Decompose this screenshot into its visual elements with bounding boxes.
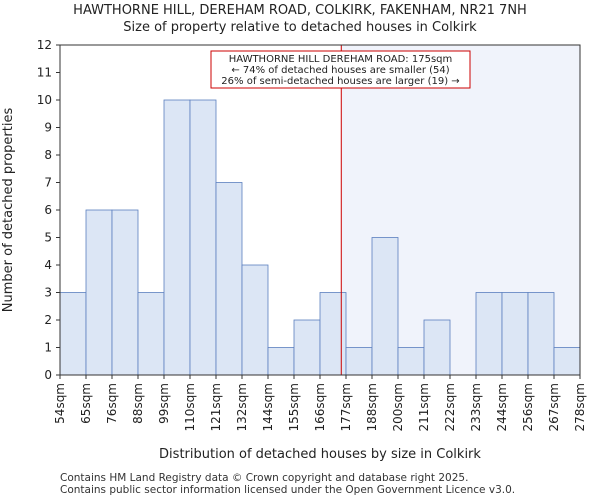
histogram-bar	[345, 347, 373, 376]
x-tick-label: 166sqm	[313, 383, 327, 431]
histogram-bar	[293, 319, 321, 376]
x-tick-label: 200sqm	[391, 383, 405, 431]
chart-subtitle: Size of property relative to detached ho…	[123, 20, 477, 35]
histogram-bar	[163, 99, 191, 376]
histogram-bar	[111, 209, 139, 376]
histogram-bar	[553, 347, 581, 376]
histogram-bar	[215, 182, 243, 376]
y-axis-label: Number of detached properties	[1, 108, 16, 313]
x-tick-label: 110sqm	[183, 383, 197, 431]
annotation-line-2: ← 74% of detached houses are smaller (54…	[231, 65, 449, 76]
x-tick-label: 65sqm	[79, 383, 93, 424]
x-tick-label: 132sqm	[235, 383, 249, 431]
x-tick-label: 76sqm	[105, 383, 119, 424]
x-tick-label: 222sqm	[443, 383, 457, 431]
footer-line-2: Contains public sector information licen…	[60, 484, 516, 496]
x-tick-label: 233sqm	[469, 383, 483, 431]
histogram-bar	[423, 319, 451, 376]
y-tick-label: 10	[37, 93, 52, 107]
x-tick-label: 278sqm	[573, 383, 587, 431]
histogram-bar	[319, 292, 347, 376]
histogram-bar	[137, 292, 165, 376]
y-tick-label: 2	[44, 313, 52, 327]
x-tick-label: 188sqm	[365, 383, 379, 431]
y-tick-label: 8	[44, 148, 52, 162]
y-tick-label: 5	[44, 231, 52, 245]
y-tick-label: 6	[44, 203, 52, 217]
y-tick-label: 11	[37, 66, 52, 80]
histogram-bar	[397, 347, 425, 376]
x-tick-label: 99sqm	[157, 383, 171, 424]
x-tick-label: 155sqm	[287, 383, 301, 431]
x-tick-label: 256sqm	[521, 383, 535, 431]
x-axis-label: Distribution of detached houses by size …	[159, 447, 481, 462]
x-tick-label: 177sqm	[339, 383, 353, 431]
y-tick-label: 0	[44, 368, 52, 382]
x-tick-label: 54sqm	[53, 383, 67, 424]
y-tick-label: 4	[44, 258, 52, 272]
x-tick-label: 267sqm	[547, 383, 561, 431]
chart-title: HAWTHORNE HILL, DEREHAM ROAD, COLKIRK, F…	[73, 3, 527, 18]
annotation-line-1: HAWTHORNE HILL DEREHAM ROAD: 175sqm	[229, 54, 453, 65]
x-tick-label: 88sqm	[131, 383, 145, 424]
x-tick-label: 211sqm	[417, 383, 431, 431]
x-tick-label: 144sqm	[261, 383, 275, 431]
y-tick-label: 12	[37, 38, 52, 52]
y-tick-label: 1	[44, 341, 52, 355]
histogram-bar	[85, 209, 113, 376]
histogram-bar	[371, 237, 399, 376]
x-tick-label: 244sqm	[495, 383, 509, 431]
histogram-bar	[527, 292, 555, 376]
histogram-bar	[59, 292, 87, 376]
y-tick-label: 7	[44, 176, 52, 190]
histogram-bar	[475, 292, 503, 376]
annotation-box: HAWTHORNE HILL DEREHAM ROAD: 175sqm ← 74…	[210, 50, 471, 89]
y-tick-label: 3	[44, 286, 52, 300]
histogram-bar	[241, 264, 269, 376]
x-tick-label: 121sqm	[209, 383, 223, 431]
y-tick-label: 9	[44, 121, 52, 135]
histogram-bar	[501, 292, 529, 376]
annotation-line-3: 26% of semi-detached houses are larger (…	[221, 76, 459, 87]
histogram-bar	[189, 99, 217, 376]
footer-line-1: Contains HM Land Registry data © Crown c…	[60, 472, 469, 484]
histogram-bar	[267, 347, 295, 376]
